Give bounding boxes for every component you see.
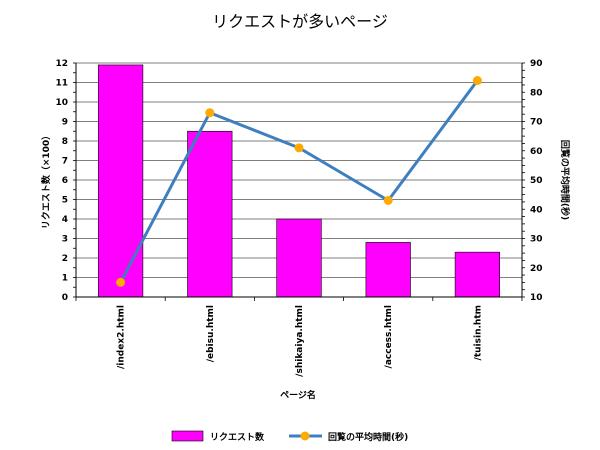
category-label: /ebisu.html xyxy=(206,305,216,362)
chart-title: リクエストが多いページ xyxy=(212,12,388,31)
right-tick-label: 50 xyxy=(530,176,543,186)
x-axis-label: ページ名 xyxy=(280,389,316,401)
left-tick-label: 7 xyxy=(62,157,68,167)
category-labels: /index2.html/ebisu.html/shikaiya.html/ac… xyxy=(117,305,484,377)
right-tick-label: 80 xyxy=(530,88,543,98)
line-point xyxy=(294,143,304,153)
bar-series xyxy=(98,64,501,298)
line-point xyxy=(116,277,126,287)
left-tick-label: 5 xyxy=(62,196,68,206)
line-point xyxy=(472,76,482,86)
legend-label-avgtime: 回覧の平均時間(秒) xyxy=(328,431,408,443)
right-tick-label: 60 xyxy=(530,147,543,157)
line-point xyxy=(205,108,215,118)
left-tick-label: 4 xyxy=(62,215,68,225)
left-tick-label: 6 xyxy=(62,176,68,186)
right-tick-label: 30 xyxy=(530,235,543,245)
left-tick-label: 3 xyxy=(62,235,68,245)
left-tick-label: 8 xyxy=(62,137,68,147)
left-tick-label: 2 xyxy=(62,254,68,264)
left-tick-label: 12 xyxy=(55,59,68,69)
legend-marker-avgtime xyxy=(300,431,310,441)
category-label: /index2.html xyxy=(117,305,127,369)
left-tick-label: 0 xyxy=(62,293,68,303)
right-tick-label: 20 xyxy=(530,264,543,274)
bar xyxy=(187,130,233,298)
right-tick-label: 40 xyxy=(530,205,543,215)
right-tick-label: 70 xyxy=(530,118,543,128)
y-axis-left-label: リクエスト数（×100） xyxy=(40,131,52,229)
line-series xyxy=(116,76,482,287)
right-tick-label: 90 xyxy=(530,59,543,69)
left-tick-label: 11 xyxy=(55,79,68,89)
bar xyxy=(276,218,322,298)
axes xyxy=(73,62,525,301)
category-label: /tuisin.htm xyxy=(473,305,483,360)
bar xyxy=(98,64,144,298)
line-point xyxy=(383,195,393,205)
left-tick-label: 9 xyxy=(62,118,68,128)
right-tick-label: 10 xyxy=(530,293,543,303)
left-tick-label: 1 xyxy=(62,274,68,284)
legend-swatch-requests xyxy=(171,430,204,442)
left-tick-label: 10 xyxy=(55,98,68,108)
y-axis-right-label: 回覧の平均時間(秒) xyxy=(559,140,571,220)
right-axis-ticks: 10 20 30 40 50 60 70 80 90 xyxy=(530,59,543,303)
bar xyxy=(454,251,501,298)
category-label: /access.html xyxy=(384,305,394,368)
legend: リクエスト数 回覧の平均時間(秒) xyxy=(171,430,408,443)
category-label: /shikaiya.html xyxy=(295,305,305,377)
bar xyxy=(365,242,411,298)
legend-label-requests: リクエスト数 xyxy=(210,431,265,443)
